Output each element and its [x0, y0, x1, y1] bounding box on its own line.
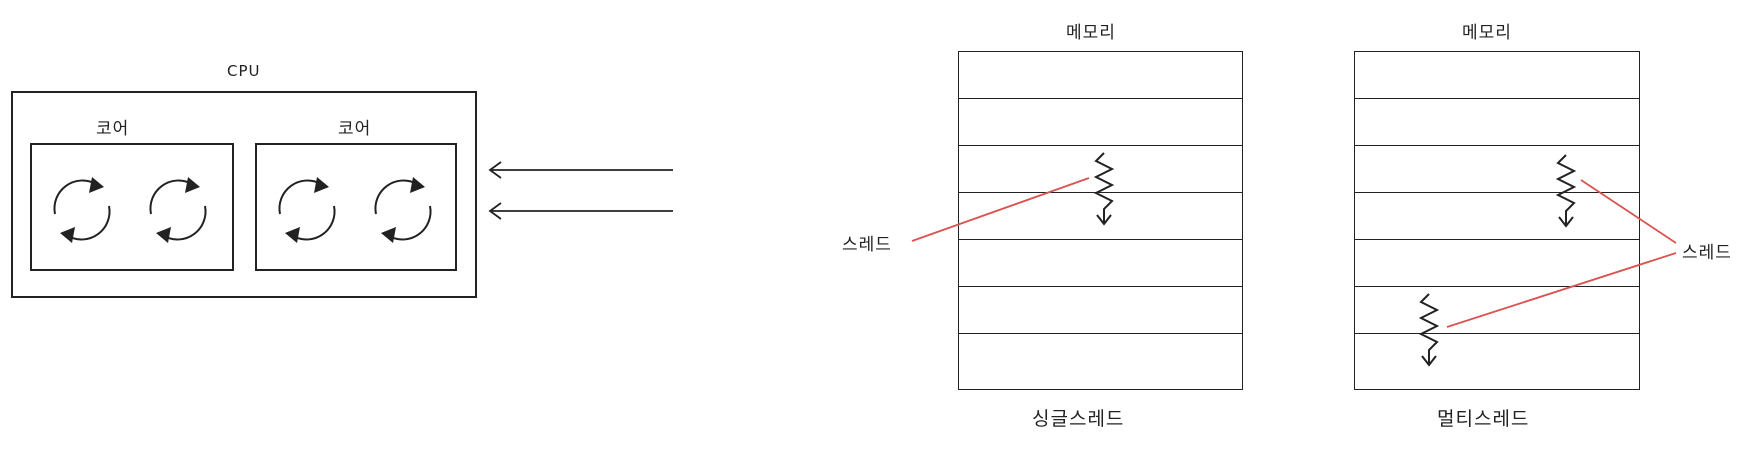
single-thread-pointer-line	[911, 177, 1090, 242]
memory-row	[959, 146, 1242, 193]
zigzag-down-arrow-icon	[1420, 293, 1438, 366]
zigzag-down-arrow-icon	[1557, 154, 1575, 227]
cycle-arrows-icon	[53, 176, 111, 244]
memory-row	[959, 193, 1242, 240]
multi-thread-pointer-line-1	[1580, 179, 1677, 244]
memory-row	[1355, 146, 1639, 193]
multi-memory-block	[1354, 51, 1640, 390]
cycle-arrows-icon	[374, 176, 432, 244]
multi-thread-pointer-line-2	[1446, 252, 1677, 328]
single-thread-pointer-label: 스레드	[842, 235, 892, 255]
cpu-label: CPU	[227, 62, 261, 80]
multi-thread-pointer-label: 스레드	[1682, 243, 1732, 263]
cycle-arrows-icon	[149, 176, 207, 244]
memory-row	[1355, 287, 1639, 334]
multi-memory-label: 메모리	[1462, 23, 1512, 43]
memory-row	[959, 99, 1242, 146]
cycle-arrows-icon	[278, 176, 336, 244]
memory-row	[1355, 52, 1639, 99]
memory-row	[1355, 99, 1639, 146]
memory-row	[959, 240, 1242, 287]
core-box-1	[30, 143, 234, 271]
memory-row	[959, 287, 1242, 334]
left-arrow-icon	[488, 202, 673, 220]
single-thread-caption: 싱글스레드	[1032, 408, 1125, 430]
memory-row	[1355, 240, 1639, 287]
multi-thread-caption: 멀티스레드	[1437, 408, 1530, 430]
left-arrow-icon	[488, 161, 673, 179]
core-box-2	[255, 143, 457, 271]
single-memory-label: 메모리	[1066, 23, 1116, 43]
zigzag-down-arrow-icon	[1095, 152, 1113, 225]
memory-row	[1355, 193, 1639, 240]
memory-row	[959, 52, 1242, 99]
single-memory-block	[958, 51, 1243, 390]
core-label-2: 코어	[338, 119, 372, 139]
core-label-1: 코어	[96, 119, 130, 139]
cpu-box	[11, 91, 477, 298]
